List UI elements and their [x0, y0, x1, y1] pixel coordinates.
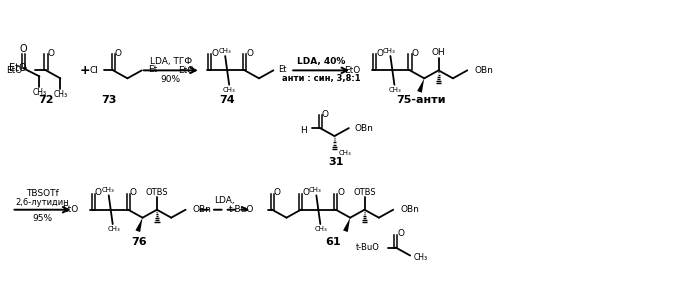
Text: LDA,: LDA,: [214, 196, 235, 205]
Text: TBSOTf: TBSOTf: [26, 189, 59, 198]
Text: EtO: EtO: [9, 63, 27, 73]
Text: O: O: [397, 229, 404, 238]
Polygon shape: [417, 78, 424, 93]
Text: 61: 61: [325, 237, 341, 247]
Text: O: O: [274, 188, 281, 197]
Text: анти : син, 3,8:1: анти : син, 3,8:1: [282, 74, 360, 83]
Text: O: O: [337, 188, 344, 197]
Text: EtO: EtO: [62, 205, 78, 214]
Text: CH₃: CH₃: [309, 187, 322, 193]
Polygon shape: [343, 218, 350, 232]
Text: O: O: [246, 49, 253, 58]
Text: OBn: OBn: [355, 123, 373, 132]
Text: CH₃: CH₃: [32, 88, 47, 97]
Text: LDA, 40%: LDA, 40%: [297, 57, 346, 66]
Text: OBn: OBn: [400, 205, 419, 214]
Text: 90%: 90%: [161, 75, 181, 84]
Text: 2,6-лутидин: 2,6-лутидин: [15, 198, 69, 207]
Text: t-BuO: t-BuO: [229, 205, 254, 214]
Text: CH₃: CH₃: [53, 90, 68, 99]
Text: OTBS: OTBS: [146, 187, 168, 196]
Text: O: O: [114, 49, 121, 58]
Text: Et: Et: [148, 65, 157, 74]
Text: O: O: [411, 49, 418, 58]
Text: CH₃: CH₃: [414, 253, 428, 262]
Text: EtO: EtO: [6, 66, 22, 75]
Text: O: O: [95, 188, 102, 197]
Text: OH: OH: [431, 48, 445, 57]
Text: CH₃: CH₃: [315, 226, 327, 232]
Text: H: H: [300, 126, 307, 135]
Text: CH₃: CH₃: [389, 87, 402, 93]
Text: O: O: [211, 49, 218, 58]
Text: OTBS: OTBS: [353, 187, 376, 196]
Text: LDA, ТГФ: LDA, ТГФ: [150, 57, 192, 66]
Text: 76: 76: [131, 237, 147, 247]
Text: OBn: OBn: [474, 66, 493, 75]
Text: O: O: [376, 49, 383, 58]
Text: +: +: [80, 64, 91, 77]
Text: CH₃: CH₃: [107, 226, 120, 232]
Text: EtO: EtO: [179, 66, 195, 75]
Text: CH₃: CH₃: [339, 150, 351, 156]
Text: CH₃: CH₃: [101, 187, 114, 193]
Text: 73: 73: [101, 95, 117, 105]
Text: t-BuO: t-BuO: [356, 243, 380, 252]
Text: Et: Et: [279, 65, 287, 74]
Polygon shape: [135, 218, 142, 232]
Text: 72: 72: [38, 95, 54, 105]
Text: 95%: 95%: [32, 214, 52, 223]
Text: CH₃: CH₃: [218, 48, 232, 54]
Text: CH₃: CH₃: [223, 87, 235, 93]
Text: O: O: [47, 49, 54, 58]
Text: O: O: [302, 188, 309, 197]
Text: 74: 74: [219, 95, 235, 105]
Text: Cl: Cl: [89, 66, 98, 75]
Text: O: O: [20, 45, 27, 54]
Text: 31: 31: [328, 157, 343, 167]
Text: 75-анти: 75-анти: [396, 95, 446, 105]
Text: EtO: EtO: [343, 66, 360, 75]
Text: OBn: OBn: [193, 205, 211, 214]
Text: O: O: [130, 188, 137, 197]
Text: O: O: [322, 110, 329, 119]
Text: CH₃: CH₃: [383, 48, 396, 54]
